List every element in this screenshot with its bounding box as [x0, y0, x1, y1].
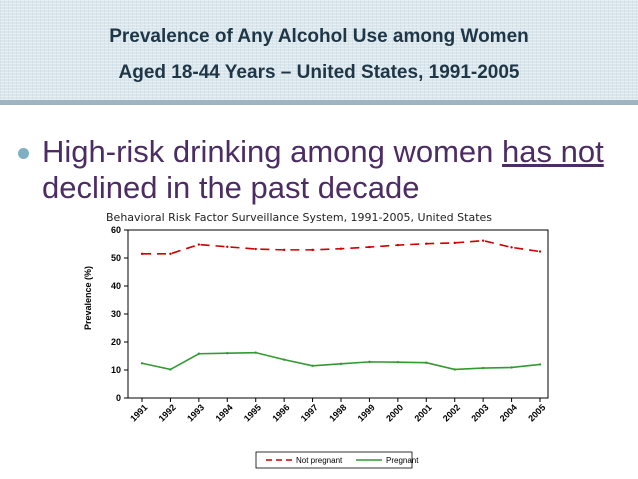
y-tick-label: 60	[111, 225, 121, 235]
data-point	[396, 243, 400, 247]
x-tick-label: 1991	[128, 402, 149, 423]
bullet-dot-icon	[18, 148, 29, 159]
title-divider	[0, 100, 638, 105]
x-tick-label: 1999	[356, 402, 377, 423]
data-point	[254, 247, 257, 251]
data-point	[254, 351, 257, 354]
y-tick-label: 10	[111, 365, 121, 375]
bullet-text-post: declined in the past decade	[42, 170, 420, 205]
data-point	[140, 252, 144, 255]
bullet-text: High-risk drinking among women has not d…	[18, 134, 633, 206]
bullet-text-underlined: has not	[502, 134, 604, 169]
x-tick-label: 2005	[526, 402, 547, 423]
legend-box	[255, 451, 413, 469]
data-point	[453, 368, 456, 371]
data-point	[282, 248, 286, 252]
x-tick-label: 1992	[157, 402, 178, 423]
x-tick-label: 2003	[469, 402, 490, 423]
data-point	[453, 241, 456, 245]
bullet-text-pre: High-risk drinking among women	[42, 134, 503, 169]
data-point	[510, 366, 513, 369]
x-tick-label: 2001	[412, 402, 433, 423]
data-point	[339, 362, 343, 366]
chart-subtitle: Behavioral Risk Factor Surveillance Syst…	[106, 211, 492, 224]
x-tick-label: 1995	[242, 402, 263, 423]
y-tick-label: 40	[111, 281, 121, 291]
data-point	[396, 360, 400, 364]
x-tick-label: 1993	[185, 402, 206, 423]
y-tick-label: 30	[111, 309, 121, 319]
legend-label-pregnant: Pregnant	[386, 456, 419, 465]
y-tick-label: 0	[116, 393, 121, 403]
bullet-point: High-risk drinking among women has not d…	[18, 134, 633, 206]
slide-title-line-1: Prevalence of Any Alcohol Use among Wome…	[109, 26, 529, 47]
title-band	[0, 0, 638, 100]
y-axis-ticks: 0 10 20 30 40 50 60	[111, 225, 128, 403]
data-point	[226, 245, 229, 248]
data-point	[169, 252, 172, 255]
x-tick-label: 1997	[299, 402, 320, 423]
chart-series	[140, 239, 542, 371]
data-point	[368, 360, 371, 364]
data-point	[510, 246, 513, 249]
x-tick-label: 2002	[441, 402, 462, 423]
y-tick-label: 50	[111, 253, 121, 263]
data-point	[425, 361, 428, 364]
legend-label-not-pregnant: Not pregnant	[296, 456, 343, 465]
data-point	[538, 363, 542, 366]
y-tick-label: 20	[111, 337, 121, 347]
x-tick-label: 1996	[270, 402, 291, 423]
plot-area	[127, 229, 549, 399]
data-point	[140, 362, 144, 365]
x-tick-label: 2000	[384, 402, 405, 423]
data-point	[197, 243, 201, 246]
data-point	[226, 352, 229, 355]
data-point	[425, 242, 428, 245]
x-tick-label: 2004	[498, 402, 519, 423]
slide-title-line-2: Aged 18-44 Years – United States, 1991-2…	[118, 62, 520, 83]
data-point	[311, 364, 314, 367]
data-point	[169, 368, 172, 371]
data-point	[197, 352, 201, 355]
data-point	[481, 366, 485, 370]
data-point	[339, 247, 343, 250]
data-point	[538, 250, 542, 253]
data-point	[368, 245, 371, 249]
y-axis-label: Prevalence (%)	[83, 266, 93, 330]
data-point	[282, 358, 286, 361]
data-point	[481, 239, 485, 242]
x-tick-label: 1998	[327, 402, 348, 423]
x-axis-ticks: 1991 1992 1993 1994 1995 1996 1997 1998 1999 2000…	[128, 398, 547, 424]
data-point	[311, 248, 314, 252]
x-tick-label: 1994	[213, 402, 234, 423]
